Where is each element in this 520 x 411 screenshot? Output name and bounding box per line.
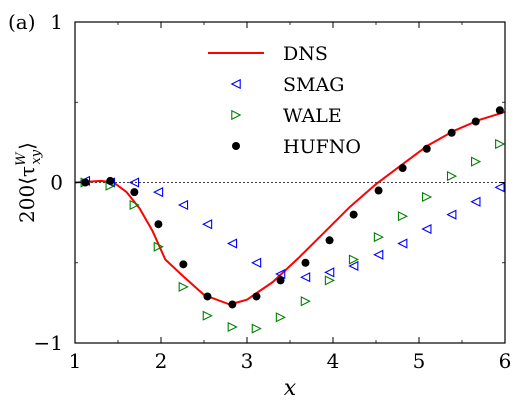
legend-label: SMAG [283,74,344,96]
y-axis-label-sub: xy [29,149,44,164]
x-tick-label: 6 [499,349,512,373]
legend-entry-smag: SMAG [230,74,344,96]
x-tick-label: 2 [155,349,168,373]
legend-entry-hufno: HUFNO [232,136,361,158]
plot-area: 1 2 3 4 5 6 −1 0 1 [34,10,512,373]
data-point-wale [324,275,335,286]
data-point-hufno [106,176,115,185]
data-point-hufno [228,300,237,309]
x-tick-label: 4 [327,349,340,373]
y-axis-label-close: ⟩ [15,142,39,150]
data-point-wale [202,310,213,321]
data-point-hufno [276,276,285,285]
data-point-hufno [130,188,139,197]
data-point-wale [251,323,262,334]
legend-entry-dns: DNS [208,43,328,65]
data-point-smag [128,177,140,188]
data-point-hufno [179,260,188,269]
series-hufno [81,106,504,309]
data-point-wale [421,191,433,203]
data-point-hufno [203,292,212,301]
ticks-layer: 1 2 3 4 5 6 −1 0 1 [34,10,512,373]
series-wale [80,138,506,334]
data-point-wale [471,156,482,167]
data-point-smag [202,219,213,230]
data-point-hufno [252,292,261,301]
data-point-wale [446,170,458,182]
data-point-wale [129,199,140,211]
data-point-hufno [422,144,431,153]
legend-label: DNS [283,43,328,65]
data-point-hufno [398,164,407,173]
data-point-wale [227,321,238,333]
data-point-smag [152,187,164,198]
data-point-wale [397,211,409,222]
data-point-smag [373,249,384,260]
legend-swatch-marker [230,78,241,90]
data-point-wale [348,254,360,265]
data-point-smag [177,199,189,211]
series-line-dns [74,110,506,306]
data-point-smag [494,182,505,193]
legend-swatch-marker [231,109,242,121]
data-point-smag [300,272,311,283]
data-point-wale [373,231,385,243]
data-point-hufno [349,210,358,219]
y-tick-label: 1 [50,10,63,34]
series-smag [79,175,505,283]
legend-label: HUFNO [283,136,361,158]
y-tick-label: 0 [50,171,63,195]
x-tick-label: 5 [413,349,426,373]
series-dns [74,110,506,306]
data-point-hufno [325,236,334,245]
data-point-hufno [154,220,163,229]
y-axis-label: 200⟨τWxy⟩ [14,142,44,223]
data-point-wale [275,312,286,323]
data-point-wale [153,241,164,252]
data-point-wale [178,281,189,292]
y-tick-label: −1 [34,331,63,355]
x-tick-label: 1 [69,349,82,373]
legend: DNS SMAG WALE HUFNO [208,43,361,158]
y-axis-label-main: 200⟨τ [15,166,39,223]
y-axis-label-sup: W [14,151,29,166]
legend-swatch-marker [232,142,240,150]
x-tick-label: 3 [241,349,254,373]
data-point-hufno [471,117,480,126]
svg-text:200⟨τWxy⟩: 200⟨τWxy⟩ [14,142,44,223]
data-point-wale [300,296,311,307]
panel-label: (a) [8,10,36,34]
data-point-smag [226,238,238,249]
data-point-smag [470,196,481,207]
data-point-hufno [495,106,504,115]
x-axis-label: x [284,376,297,401]
data-point-hufno [447,128,456,137]
data-point-smag [421,223,432,235]
data-point-wale [495,138,506,150]
legend-entry-wale: WALE [231,105,342,127]
series-layer [74,106,506,334]
data-point-smag [446,209,457,220]
data-point-smag [324,267,335,278]
data-point-hufno [301,258,310,267]
data-point-smag [348,260,359,272]
data-point-hufno [81,178,90,187]
data-point-smag [275,268,286,280]
data-point-hufno [374,186,383,195]
data-point-smag [397,238,408,249]
data-point-smag [251,257,262,268]
legend-label: WALE [283,105,342,127]
